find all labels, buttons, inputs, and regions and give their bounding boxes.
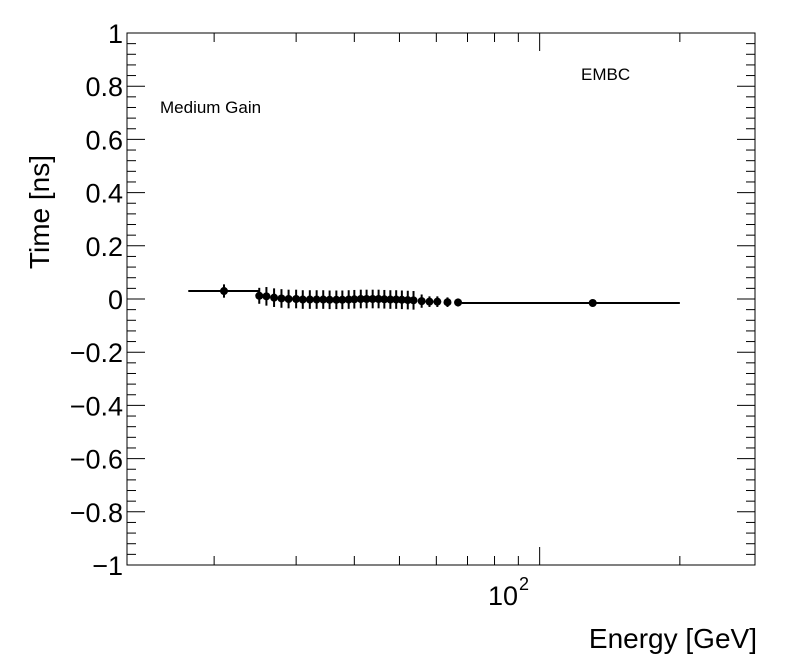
data-marker: [262, 292, 271, 301]
data-point: [433, 296, 442, 307]
data-point: [188, 284, 260, 298]
data-point: [284, 289, 293, 309]
data-point: [277, 289, 286, 308]
data-point: [403, 290, 412, 310]
y-tick-label: 0.6: [85, 125, 123, 155]
data-point: [344, 290, 353, 309]
data-marker: [380, 295, 389, 304]
data-point: [319, 290, 328, 309]
data-marker: [392, 295, 401, 304]
data-marker: [270, 293, 279, 302]
data-marker: [319, 295, 328, 304]
data-marker: [305, 295, 314, 304]
data-point: [362, 289, 371, 309]
data-point: [270, 288, 279, 307]
y-axis-ticks: [127, 32, 755, 566]
data-marker: [417, 297, 426, 306]
data-point: [380, 289, 389, 309]
x-axis-title: Energy [GeV]: [589, 623, 757, 654]
y-axis-title: Time [ns]: [24, 155, 55, 269]
data-marker: [362, 295, 371, 303]
data-point: [417, 294, 426, 308]
y-axis-tick-labels: −1 −0.8 −0.6 −0.4 −0.2 0 0.2 0.4 0.6 0.8 1: [70, 19, 123, 581]
data-marker: [397, 295, 406, 304]
y-tick-label: 0.2: [85, 232, 123, 262]
data-point: [298, 290, 307, 309]
data-marker: [219, 287, 228, 296]
data-marker: [425, 297, 434, 306]
data-point: [312, 290, 321, 309]
y-tick-label: 0.4: [85, 179, 123, 209]
data-point: [409, 291, 418, 310]
data-marker: [332, 295, 341, 304]
data-series: [188, 284, 680, 310]
data-point: [305, 290, 314, 309]
y-tick-label: −0.2: [70, 338, 123, 368]
data-marker: [277, 294, 286, 303]
data-point: [325, 290, 334, 310]
data-marker: [386, 295, 395, 304]
data-point: [368, 289, 377, 309]
data-marker: [344, 295, 353, 304]
data-point: [374, 289, 383, 309]
y-tick-label: −1: [92, 551, 123, 581]
annotation-embc: EMBC: [581, 65, 630, 84]
data-marker: [312, 295, 321, 304]
y-tick-label: 0.8: [85, 72, 123, 102]
data-point: [262, 287, 271, 306]
data-point: [425, 296, 434, 307]
x-tick-label-exponent: 2: [519, 574, 529, 594]
data-marker: [588, 298, 597, 307]
data-marker: [255, 291, 264, 300]
data-point: [397, 290, 406, 310]
data-marker: [433, 297, 442, 306]
data-point: [350, 289, 359, 309]
data-point: [386, 290, 395, 309]
data-marker: [298, 295, 307, 304]
data-marker: [356, 295, 365, 303]
y-tick-label: −0.6: [70, 445, 123, 475]
y-tick-label: 1: [108, 19, 123, 49]
data-point: [392, 290, 401, 309]
x-axis-ticks: [213, 33, 681, 565]
y-tick-label: −0.4: [70, 391, 123, 421]
data-marker: [325, 295, 334, 304]
data-marker: [292, 295, 301, 303]
data-marker: [403, 296, 412, 305]
x-tick-label: 10: [488, 581, 518, 611]
data-point: [443, 297, 452, 307]
data-marker: [368, 295, 377, 303]
data-marker: [284, 295, 293, 303]
data-point: [461, 298, 680, 307]
data-point: [338, 290, 347, 310]
annotation-medium-gain: Medium Gain: [160, 98, 261, 117]
data-point: [292, 289, 301, 309]
data-point: [255, 287, 264, 304]
data-marker: [409, 296, 418, 305]
data-point: [332, 290, 341, 310]
data-marker: [443, 298, 452, 307]
data-marker: [374, 295, 383, 303]
data-marker: [350, 295, 359, 304]
data-point: [356, 289, 365, 309]
data-marker: [454, 298, 463, 307]
y-tick-label: 0: [108, 285, 123, 315]
data-point: [454, 298, 463, 307]
data-marker: [338, 295, 347, 304]
y-tick-label: −0.8: [70, 498, 123, 528]
